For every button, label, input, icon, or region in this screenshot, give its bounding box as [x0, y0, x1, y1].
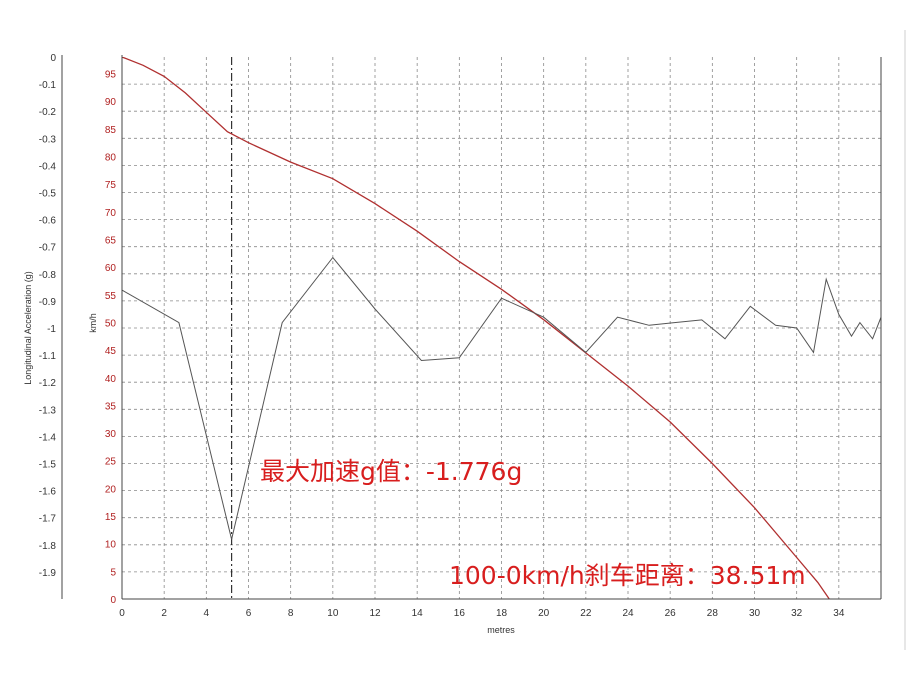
x-tick-label: 24: [622, 608, 634, 619]
y-left-tick-label: -0.7: [39, 243, 57, 254]
x-tick-label: 18: [496, 608, 508, 619]
x-tick-label: 6: [246, 608, 252, 619]
y-right-tick-label: 10: [105, 540, 117, 551]
y-right-tick-label: 90: [105, 97, 117, 108]
y-left-tick-label: 0: [50, 53, 56, 64]
x-tick-label: 32: [791, 608, 803, 619]
speed-series-line: [122, 57, 831, 599]
y-right-tick-label: 20: [105, 484, 117, 495]
y-left-tick-label: -1.5: [39, 460, 57, 471]
y-right-tick-label: 0: [110, 595, 116, 606]
y-right-tick-label: 5: [110, 567, 116, 578]
acceleration-series-line: [122, 256, 881, 540]
y-left-tick-label: -1.3: [39, 405, 57, 416]
y-left-tick-label: -1.2: [39, 378, 57, 389]
y-left-tick-label: -1.6: [39, 487, 57, 498]
y-left-tick-label: -0.5: [39, 189, 57, 200]
x-tick-label: 22: [580, 608, 592, 619]
y-right-tick-label: 35: [105, 401, 117, 412]
x-tick-label: 28: [707, 608, 719, 619]
y-right-tick-label: 50: [105, 318, 117, 329]
y-left-tick-label: -0.6: [39, 216, 57, 227]
y-left-tick-label: -1.7: [39, 514, 57, 525]
x-tick-label: 20: [538, 608, 550, 619]
y-right-tick-label: 55: [105, 291, 117, 302]
x-tick-label: 16: [454, 608, 466, 619]
y-left-tick-label: -0.2: [39, 107, 57, 118]
y-left-tick-label: -0.3: [39, 134, 57, 145]
y-left-tick-label: -0.9: [39, 297, 57, 308]
x-tick-label: 0: [119, 608, 125, 619]
y-left-tick-label: -1.1: [39, 351, 57, 362]
x-tick-label: 30: [749, 608, 761, 619]
y-left-tick-label: -0.1: [39, 80, 57, 91]
y-right-tick-label: 15: [105, 512, 117, 523]
y-left-tick-label: -0.8: [39, 270, 57, 281]
y-left-tick-label: -1.8: [39, 541, 57, 552]
y-right-tick-label: 45: [105, 346, 117, 357]
x-tick-label: 2: [161, 608, 167, 619]
x-tick-label: 8: [288, 608, 294, 619]
y-right-tick-label: 85: [105, 125, 117, 136]
x-tick-label: 34: [833, 608, 845, 619]
y-right-tick-label: 25: [105, 457, 117, 468]
max-accel-annotation: 最大加速g值：-1.776g: [260, 457, 522, 486]
y-left-tick-label: -1.4: [39, 432, 57, 443]
y-right-tick-label: 80: [105, 153, 117, 164]
y-right-tick-label: 75: [105, 180, 117, 191]
x-tick-label: 4: [204, 608, 210, 619]
y-right-tick-label: 30: [105, 429, 117, 440]
braking-distance-annotation: 100-0km/h刹车距离：38.51m: [449, 561, 806, 590]
x-tick-label: 12: [369, 608, 381, 619]
y-left-tick-label: -0.4: [39, 161, 57, 172]
x-tick-label: 10: [327, 608, 339, 619]
y-right-tick-label: 70: [105, 208, 117, 219]
x-tick-label: 26: [665, 608, 677, 619]
y-axis-left-title: Longitudinal Acceleration (g): [23, 271, 33, 385]
x-axis-title: metres: [487, 625, 515, 635]
y-left-tick-label: -1.9: [39, 568, 57, 579]
y-left-tick-label: -1: [47, 324, 56, 335]
y-axis-right-title: km/h: [88, 313, 98, 333]
x-tick-label: 14: [412, 608, 424, 619]
y-right-tick-label: 60: [105, 263, 117, 274]
y-right-tick-label: 95: [105, 70, 117, 81]
y-right-tick-label: 40: [105, 374, 117, 385]
y-right-tick-label: 65: [105, 236, 117, 247]
